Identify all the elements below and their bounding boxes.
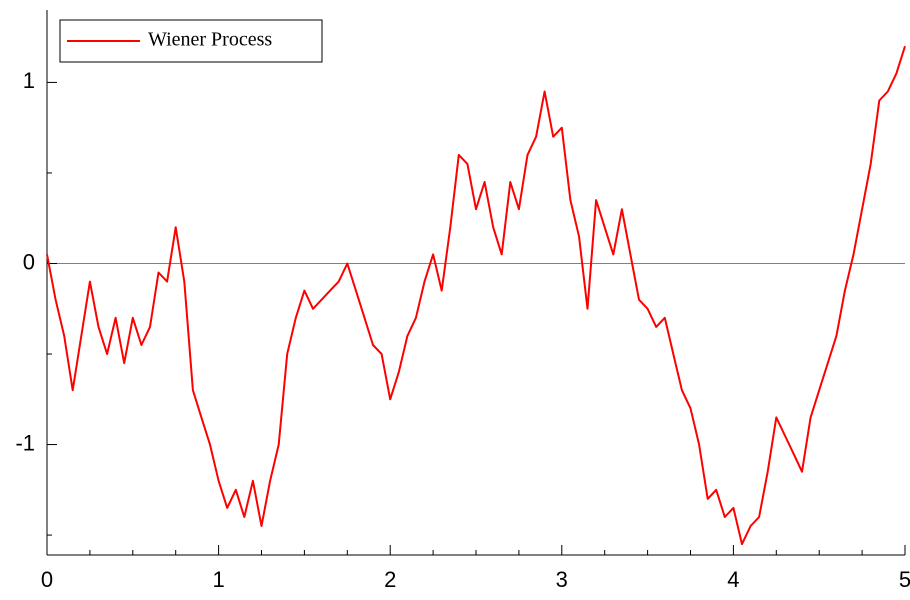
y-tick-label: 0 <box>23 249 35 274</box>
legend: Wiener Process <box>59 19 323 63</box>
series-line <box>46 45 906 546</box>
x-tick-label: 2 <box>384 567 396 592</box>
y-tick-label: 1 <box>23 68 35 93</box>
y-tick-label: -1 <box>15 430 35 455</box>
x-tick-label: 3 <box>556 567 568 592</box>
x-tick-label: 1 <box>212 567 224 592</box>
x-tick-label: 4 <box>727 567 739 592</box>
x-tick-label: 0 <box>41 567 53 592</box>
x-tick-label: 5 <box>899 567 910 592</box>
legend-label: Wiener Process <box>148 29 272 51</box>
